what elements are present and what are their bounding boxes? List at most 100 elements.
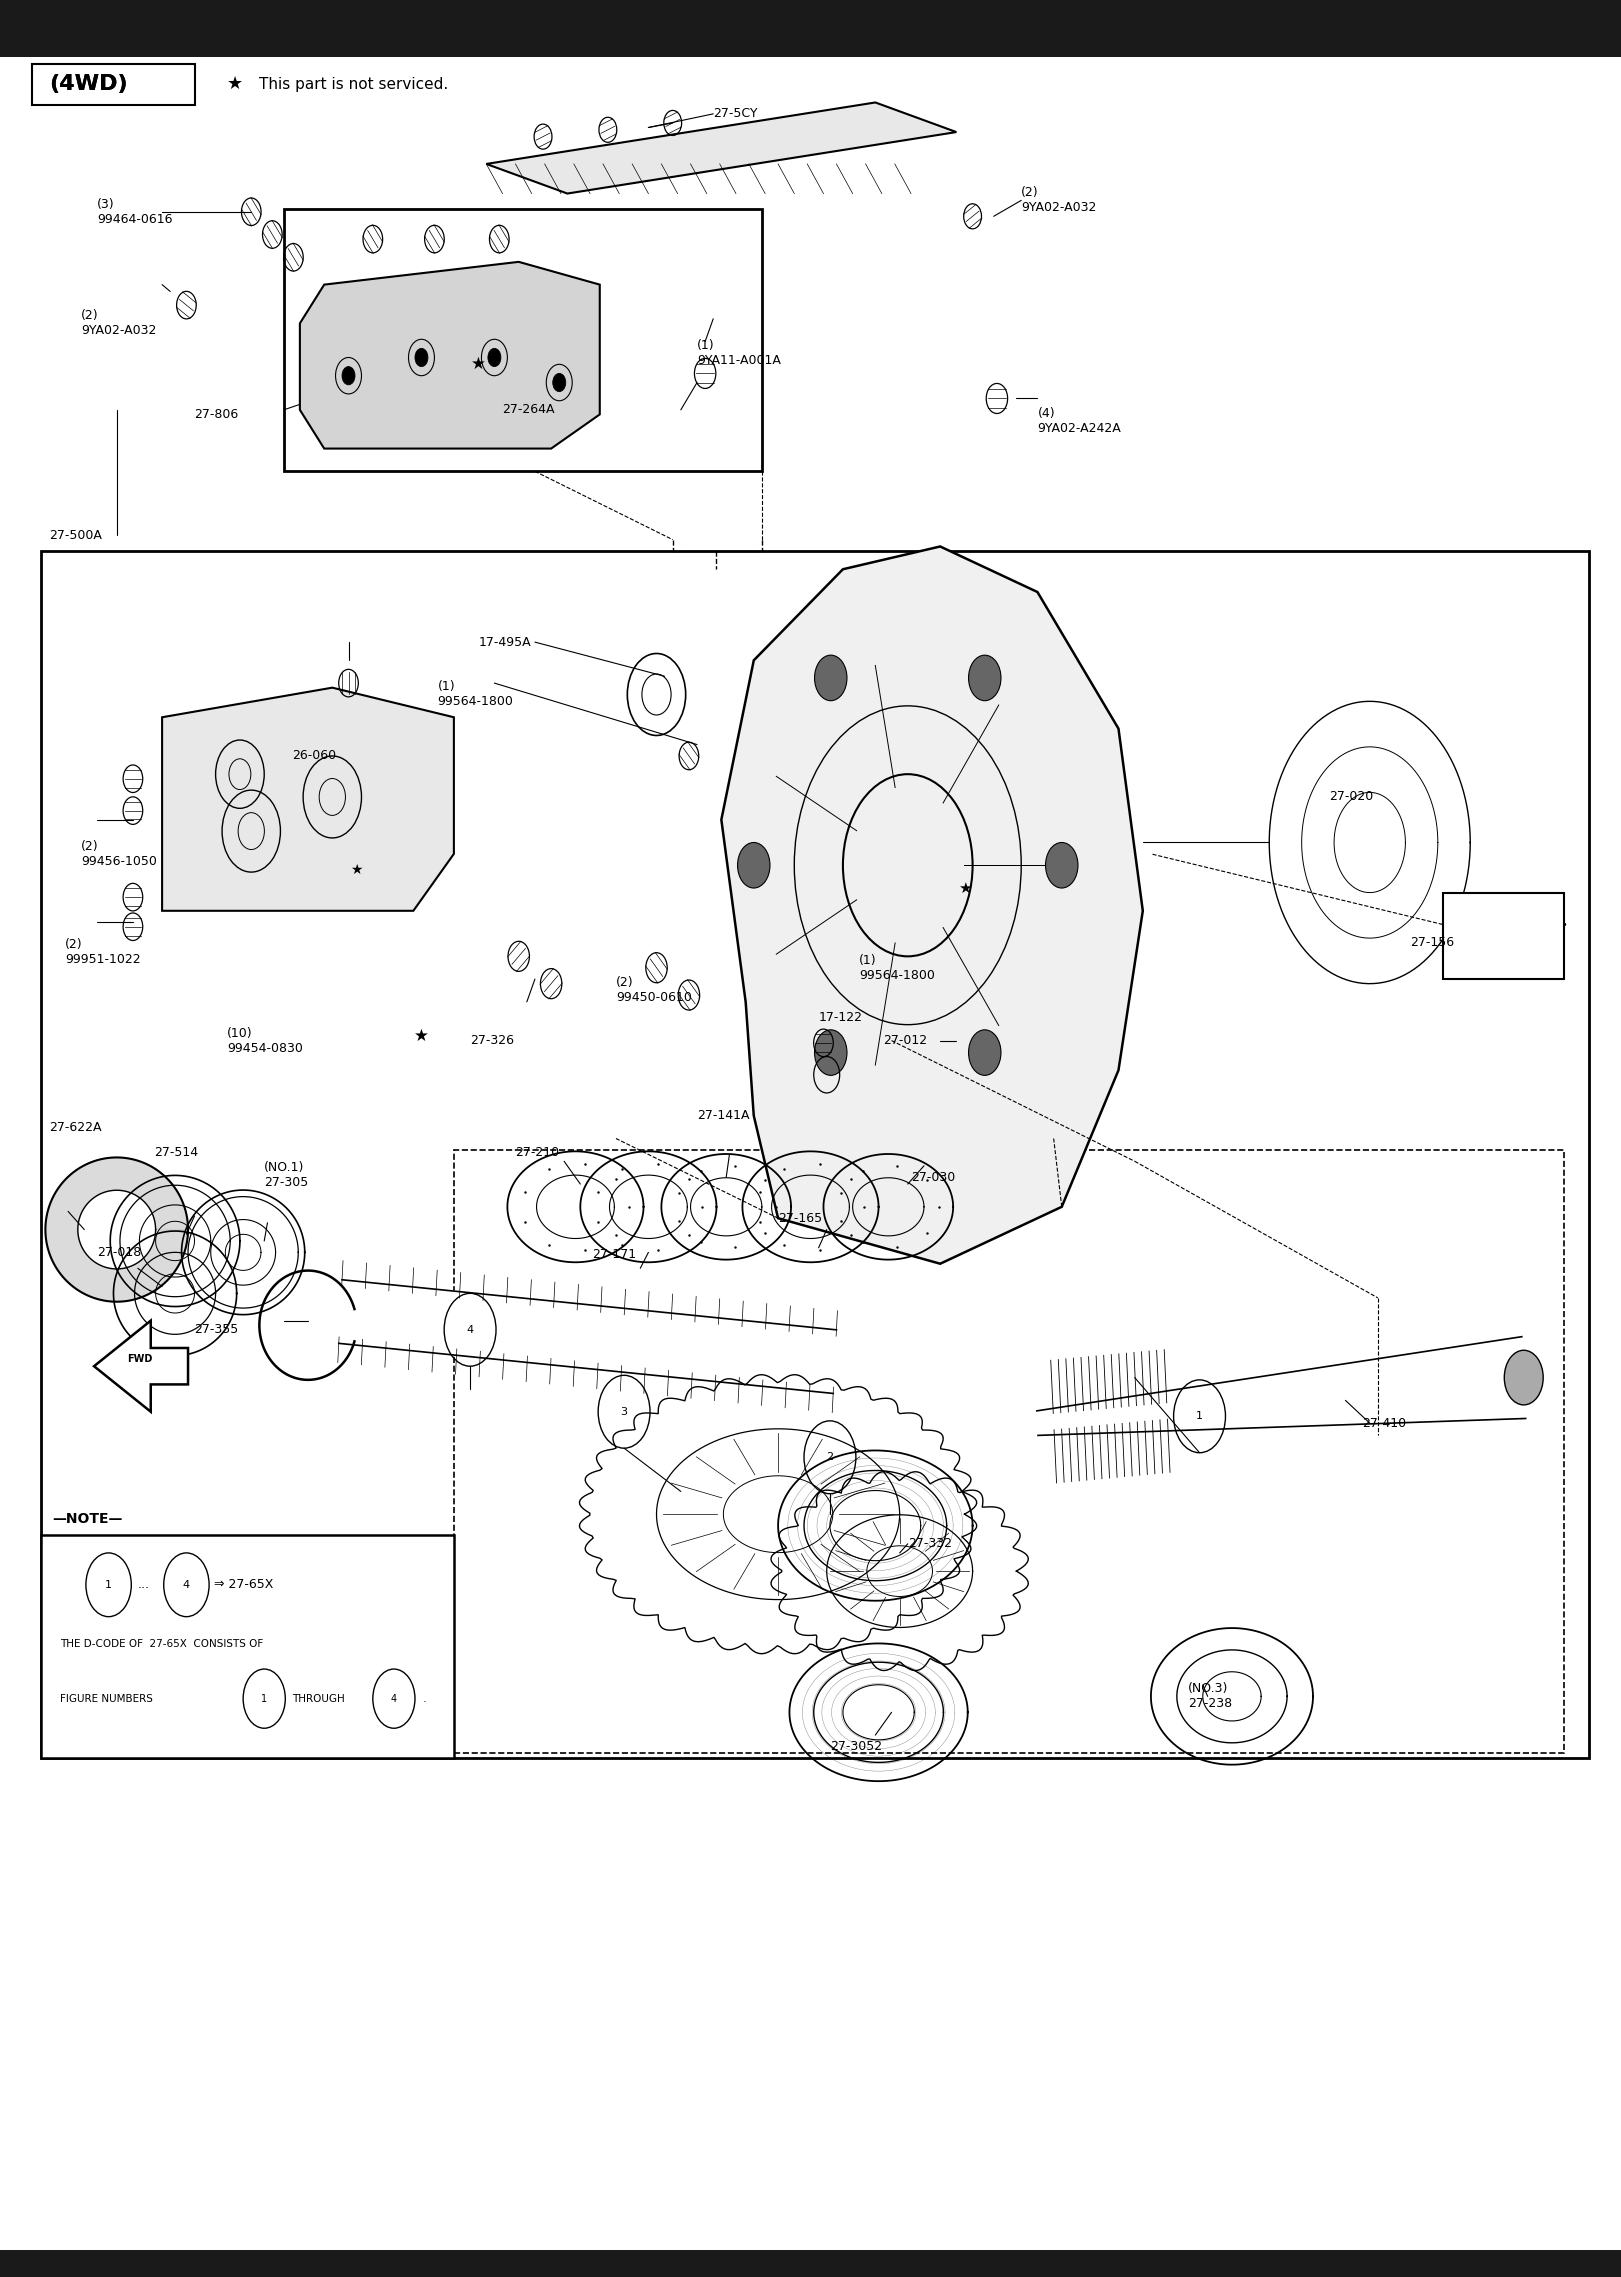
Bar [0, 0, 1621, 57]
Text: 1: 1 [105, 1580, 112, 1589]
Text: 17-122: 17-122 [819, 1011, 862, 1025]
Text: (3)
99464-0616: (3) 99464-0616 [97, 198, 173, 225]
Bar [284, 209, 762, 471]
Text: (10)
99454-0830: (10) 99454-0830 [227, 1027, 303, 1054]
Bar [41, 551, 1589, 1758]
Text: 27-141A: 27-141A [697, 1109, 749, 1123]
Text: 4: 4 [391, 1694, 397, 1703]
Text: 27-264A: 27-264A [503, 403, 554, 417]
Text: 27-165: 27-165 [778, 1211, 822, 1225]
Polygon shape [162, 688, 454, 911]
Text: (2)
99951-1022: (2) 99951-1022 [65, 938, 141, 965]
Text: (2)
99450-0610: (2) 99450-0610 [616, 977, 692, 1004]
Text: (1)
99564-1800: (1) 99564-1800 [438, 681, 514, 708]
Text: (NO.1)
27-305: (NO.1) 27-305 [264, 1161, 308, 1189]
Text: (2)
9YA02-A032: (2) 9YA02-A032 [1021, 187, 1096, 214]
Circle shape [415, 348, 428, 367]
Text: THE D-CODE OF  27-65X  CONSISTS OF: THE D-CODE OF 27-65X CONSISTS OF [60, 1639, 263, 1649]
Text: .: . [420, 1694, 426, 1703]
Text: FWD: FWD [126, 1355, 152, 1364]
Text: 27-030: 27-030 [911, 1170, 955, 1184]
Text: 27-020: 27-020 [1329, 790, 1373, 804]
Polygon shape [1037, 1337, 1525, 1435]
Bar [32, 64, 195, 105]
Text: 2: 2 [827, 1453, 833, 1462]
Bar [41, 1535, 454, 1758]
Text: 27-806: 27-806 [195, 408, 238, 421]
Bar [0, 2250, 1621, 2277]
Text: ★: ★ [470, 355, 486, 373]
Circle shape [1504, 1350, 1543, 1405]
Text: (4)
9YA02-A242A: (4) 9YA02-A242A [1037, 408, 1122, 435]
Text: 27-210: 27-210 [515, 1145, 559, 1159]
Circle shape [815, 656, 848, 701]
Text: 27-326: 27-326 [470, 1034, 514, 1047]
Polygon shape [300, 262, 600, 449]
Circle shape [738, 842, 770, 888]
Circle shape [488, 348, 501, 367]
Circle shape [814, 1029, 846, 1075]
Text: 1: 1 [261, 1694, 267, 1703]
Text: 27-171: 27-171 [592, 1248, 635, 1261]
Circle shape [342, 367, 355, 385]
Text: (1)
9YA11-A001A: (1) 9YA11-A001A [697, 339, 781, 367]
Text: (1)
99564-1800: (1) 99564-1800 [859, 954, 935, 981]
Circle shape [1046, 842, 1078, 888]
Text: 27-012: 27-012 [883, 1034, 927, 1047]
Text: (2)
9YA02-A032: (2) 9YA02-A032 [81, 310, 156, 337]
Text: 26-060: 26-060 [292, 749, 336, 763]
Text: (4WD): (4WD) [49, 75, 128, 93]
Text: ★: ★ [958, 881, 971, 895]
Text: 27-500A: 27-500A [49, 528, 102, 542]
Text: 27-622A: 27-622A [49, 1120, 101, 1134]
Text: ...: ... [138, 1578, 149, 1592]
Circle shape [968, 1029, 1002, 1075]
Text: 4: 4 [183, 1580, 190, 1589]
Text: (4WD): (4WD) [49, 75, 128, 93]
Polygon shape [45, 1157, 188, 1302]
Polygon shape [486, 102, 956, 194]
Text: —NOTE—: —NOTE— [52, 1512, 122, 1526]
Text: 17-495A: 17-495A [478, 635, 530, 649]
Text: ★: ★ [227, 75, 243, 93]
Text: 27-5CY: 27-5CY [713, 107, 757, 121]
Bar [1443, 893, 1564, 979]
Text: ★: ★ [413, 1027, 430, 1045]
Text: 4: 4 [467, 1325, 473, 1334]
Text: (2)
99456-1050: (2) 99456-1050 [81, 840, 157, 868]
Bar [454, 1150, 1564, 1753]
Text: 27-514: 27-514 [154, 1145, 198, 1159]
Text: 3: 3 [621, 1407, 627, 1416]
Polygon shape [94, 1321, 188, 1412]
Text: 27-156: 27-156 [1410, 936, 1454, 950]
Text: FIGURE NUMBERS: FIGURE NUMBERS [60, 1694, 152, 1703]
Text: 27-018: 27-018 [97, 1246, 141, 1259]
Circle shape [968, 656, 1002, 701]
Text: 27-3052: 27-3052 [830, 1740, 882, 1753]
Text: THROUGH: THROUGH [292, 1694, 345, 1703]
Text: 27-355: 27-355 [195, 1323, 238, 1337]
Text: 27-332: 27-332 [908, 1537, 952, 1551]
Polygon shape [339, 1280, 836, 1394]
Text: (NO.3)
27-238: (NO.3) 27-238 [1188, 1683, 1232, 1710]
Text: This part is not serviced.: This part is not serviced. [259, 77, 449, 91]
Text: 27-410: 27-410 [1362, 1416, 1405, 1430]
Text: ⇒ 27-65X: ⇒ 27-65X [214, 1578, 274, 1592]
Text: 1: 1 [1196, 1412, 1203, 1421]
Polygon shape [721, 546, 1143, 1264]
Text: ★: ★ [350, 863, 363, 877]
Circle shape [553, 373, 566, 392]
